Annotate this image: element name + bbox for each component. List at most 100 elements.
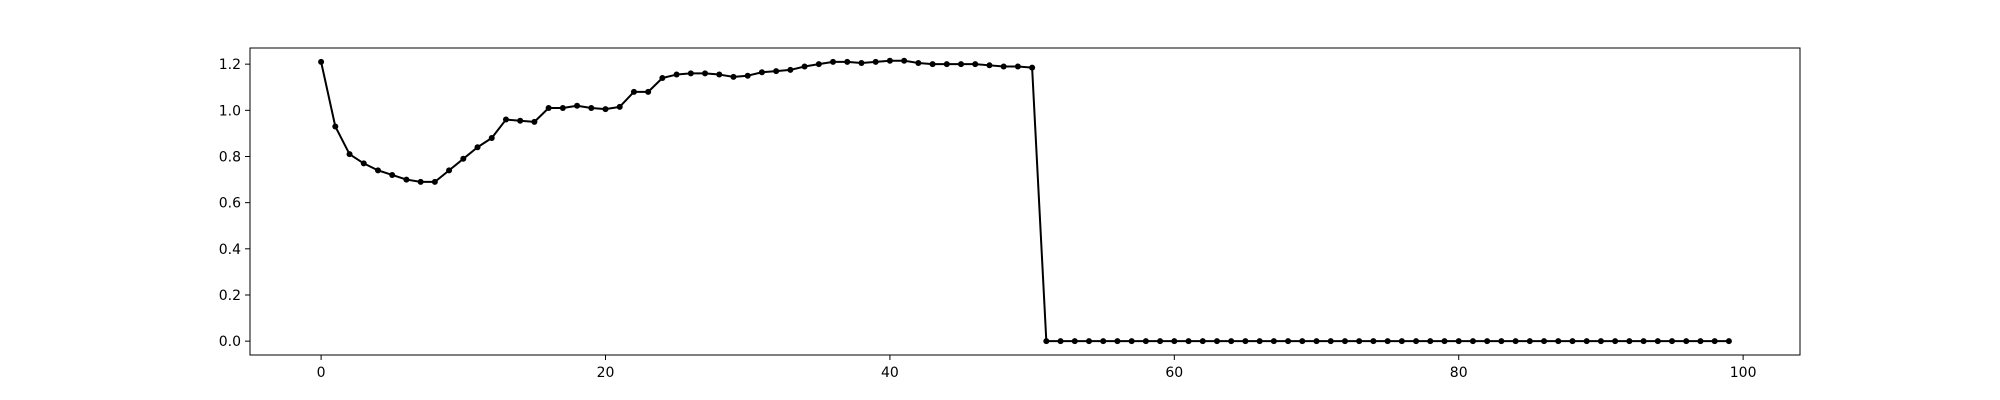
data-point — [915, 60, 922, 67]
data-point — [1555, 338, 1562, 345]
data-point — [1142, 338, 1149, 345]
data-point — [332, 123, 339, 130]
data-point — [844, 58, 851, 65]
data-point — [360, 160, 367, 167]
data-point — [1071, 338, 1078, 345]
x-tick-label: 0 — [317, 365, 326, 381]
y-tick-label: 0.8 — [219, 149, 241, 165]
data-point — [1469, 338, 1476, 345]
data-point — [616, 103, 623, 110]
data-point — [1413, 338, 1420, 345]
x-tick-label: 20 — [597, 365, 615, 381]
data-point — [1313, 338, 1320, 345]
data-point — [1100, 338, 1107, 345]
data-point — [1128, 338, 1135, 345]
data-point — [1242, 338, 1249, 345]
data-point — [1213, 338, 1220, 345]
data-point — [929, 61, 936, 68]
data-point — [1441, 338, 1448, 345]
data-point — [744, 72, 751, 79]
data-point — [1114, 338, 1121, 345]
data-point — [1370, 338, 1377, 345]
data-point — [488, 135, 495, 142]
data-point — [502, 116, 509, 123]
data-point — [1427, 338, 1434, 345]
data-point — [773, 68, 780, 75]
x-tick-label: 100 — [1730, 365, 1757, 381]
data-point — [1626, 338, 1633, 345]
data-point — [1711, 338, 1718, 345]
data-point — [1526, 338, 1533, 345]
data-point — [403, 176, 410, 183]
data-point — [389, 171, 396, 178]
y-tick-label: 0.0 — [219, 334, 241, 350]
data-point — [858, 60, 865, 67]
data-point — [1057, 338, 1064, 345]
data-point — [417, 178, 424, 185]
plot-area — [318, 57, 1732, 345]
data-point — [1014, 63, 1021, 70]
plot-frame — [249, 47, 1801, 356]
y-tick-label: 1.0 — [219, 103, 241, 119]
data-point — [1085, 338, 1092, 345]
data-point — [460, 155, 467, 162]
data-point — [1512, 338, 1519, 345]
y-tick-label: 0.6 — [219, 196, 241, 212]
data-point — [730, 73, 737, 80]
data-point — [1669, 338, 1676, 345]
data-point — [1597, 338, 1604, 345]
data-point — [659, 75, 666, 82]
data-point — [1256, 338, 1263, 345]
data-point — [972, 61, 979, 68]
data-point — [1341, 338, 1348, 345]
series-line — [320, 59, 1729, 343]
data-point — [1498, 338, 1505, 345]
x-tick-label: 40 — [881, 365, 899, 381]
data-point — [758, 69, 765, 76]
y-tick-label: 0.2 — [219, 288, 241, 304]
data-point — [1697, 338, 1704, 345]
data-point — [1327, 338, 1334, 345]
data-point — [787, 66, 794, 73]
data-point — [1356, 338, 1363, 345]
data-point — [1029, 64, 1036, 71]
data-point — [1299, 338, 1306, 345]
data-point — [517, 117, 524, 124]
data-point — [318, 58, 325, 65]
data-point — [702, 70, 709, 77]
data-point — [901, 57, 908, 64]
data-point — [1654, 338, 1661, 345]
x-tick-label: 80 — [1450, 365, 1468, 381]
data-point — [801, 63, 808, 70]
y-tick-label: 1.2 — [219, 57, 241, 73]
data-point — [687, 70, 694, 77]
data-point — [374, 167, 381, 174]
data-point — [1725, 338, 1732, 345]
data-point — [1569, 338, 1576, 345]
y-tick-label: 0.4 — [219, 242, 241, 258]
data-point — [1541, 338, 1548, 345]
data-point — [645, 88, 652, 95]
data-point — [1484, 338, 1491, 345]
data-point — [1612, 338, 1619, 345]
data-point — [886, 57, 893, 64]
data-point — [545, 105, 552, 112]
data-point — [574, 102, 581, 109]
data-point — [1228, 338, 1235, 345]
data-point — [986, 62, 993, 69]
data-point — [1199, 338, 1206, 345]
data-point — [474, 144, 481, 151]
data-point — [559, 105, 566, 112]
data-point — [1270, 338, 1277, 345]
data-point — [346, 151, 353, 158]
data-point — [1583, 338, 1590, 345]
data-point — [1455, 338, 1462, 345]
data-point — [1640, 338, 1647, 345]
data-point — [630, 88, 637, 95]
data-point — [1683, 338, 1690, 345]
data-point — [716, 71, 723, 78]
data-point — [943, 61, 950, 68]
data-point — [1285, 338, 1292, 345]
